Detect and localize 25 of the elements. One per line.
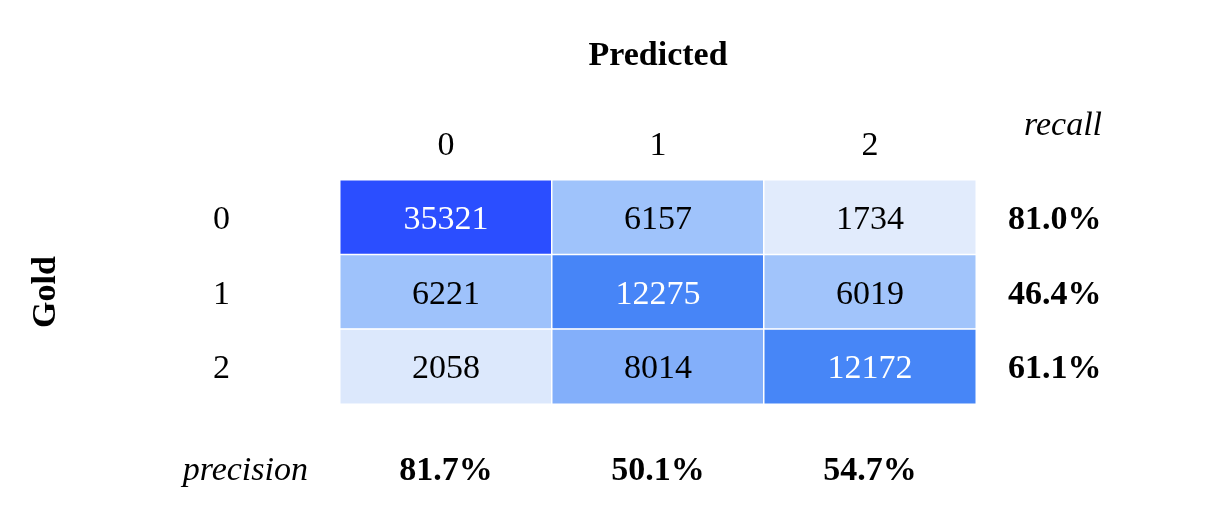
x-tick-label: 0 bbox=[437, 124, 455, 162]
y2-tick-label: 61.1% bbox=[1008, 348, 1102, 386]
x-axis-title: Predicted bbox=[588, 34, 728, 72]
text: 50.1% bbox=[611, 449, 705, 487]
data-label: 1734 bbox=[836, 198, 904, 236]
x-tick-label: 2 bbox=[861, 124, 879, 162]
data-label: 6157 bbox=[624, 198, 692, 236]
y-axis-title: Gold bbox=[24, 256, 62, 328]
data-label: 35321 bbox=[403, 198, 489, 236]
y2-tick-label: 46.4% bbox=[1008, 273, 1102, 311]
data-label: 12172 bbox=[827, 348, 913, 386]
data-label: 6221 bbox=[412, 273, 480, 311]
data-label: 8014 bbox=[624, 348, 692, 386]
y2-axis-title: recall bbox=[1024, 104, 1103, 142]
x-tick-label: 1 bbox=[649, 124, 667, 162]
data-label: 2058 bbox=[412, 348, 480, 386]
text: precision bbox=[180, 449, 308, 487]
y-tick-label: 2 bbox=[213, 348, 230, 386]
text: 54.7% bbox=[823, 449, 917, 487]
y-tick-label: 1 bbox=[213, 273, 230, 311]
data-label: 6019 bbox=[836, 273, 904, 311]
y-tick-label: 0 bbox=[213, 198, 230, 236]
data-label: 12275 bbox=[615, 273, 701, 311]
text: 81.7% bbox=[399, 449, 493, 487]
y2-tick-label: 81.0% bbox=[1008, 198, 1102, 236]
